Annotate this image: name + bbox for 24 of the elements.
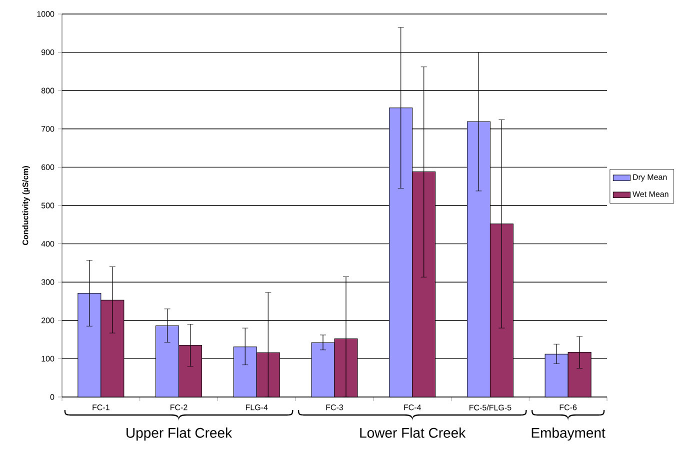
x-tick-label: FC-1: [92, 404, 110, 410]
y-tick-label: 200: [42, 318, 54, 324]
y-tick-label: 300: [41, 279, 54, 285]
x-tick-label: FC-6: [560, 404, 577, 410]
text: Lower Flat Creek: [360, 428, 466, 438]
y-tick-label: 800: [41, 88, 54, 94]
x-tick-label: FC-3: [326, 404, 344, 410]
text: Embayment: [532, 428, 606, 441]
x-tick-label: FC-4: [404, 404, 422, 410]
legend-label: Dry Mean: [633, 174, 667, 182]
y-tick-label: 700: [42, 126, 54, 132]
y-tick-label: 600: [42, 164, 54, 170]
y-tick-label: 400: [41, 240, 54, 247]
text: Upper Flat Creek: [126, 428, 232, 441]
y-tick-label: 500: [41, 202, 54, 208]
y-tick-label: 0: [50, 394, 54, 400]
legend-label: Wet Mean: [632, 191, 668, 197]
x-tick-label: FC-2: [170, 404, 188, 410]
x-tick-label: FLG-4: [246, 404, 268, 410]
y-tick-label: 1000: [37, 11, 54, 17]
y-tick-label: 900: [42, 49, 54, 56]
x-tick-label: FC-5/FLG-5: [470, 404, 512, 410]
y-tick-label: 100: [42, 356, 54, 362]
y-axis-title: Conductivity (µS/cm): [22, 166, 30, 246]
